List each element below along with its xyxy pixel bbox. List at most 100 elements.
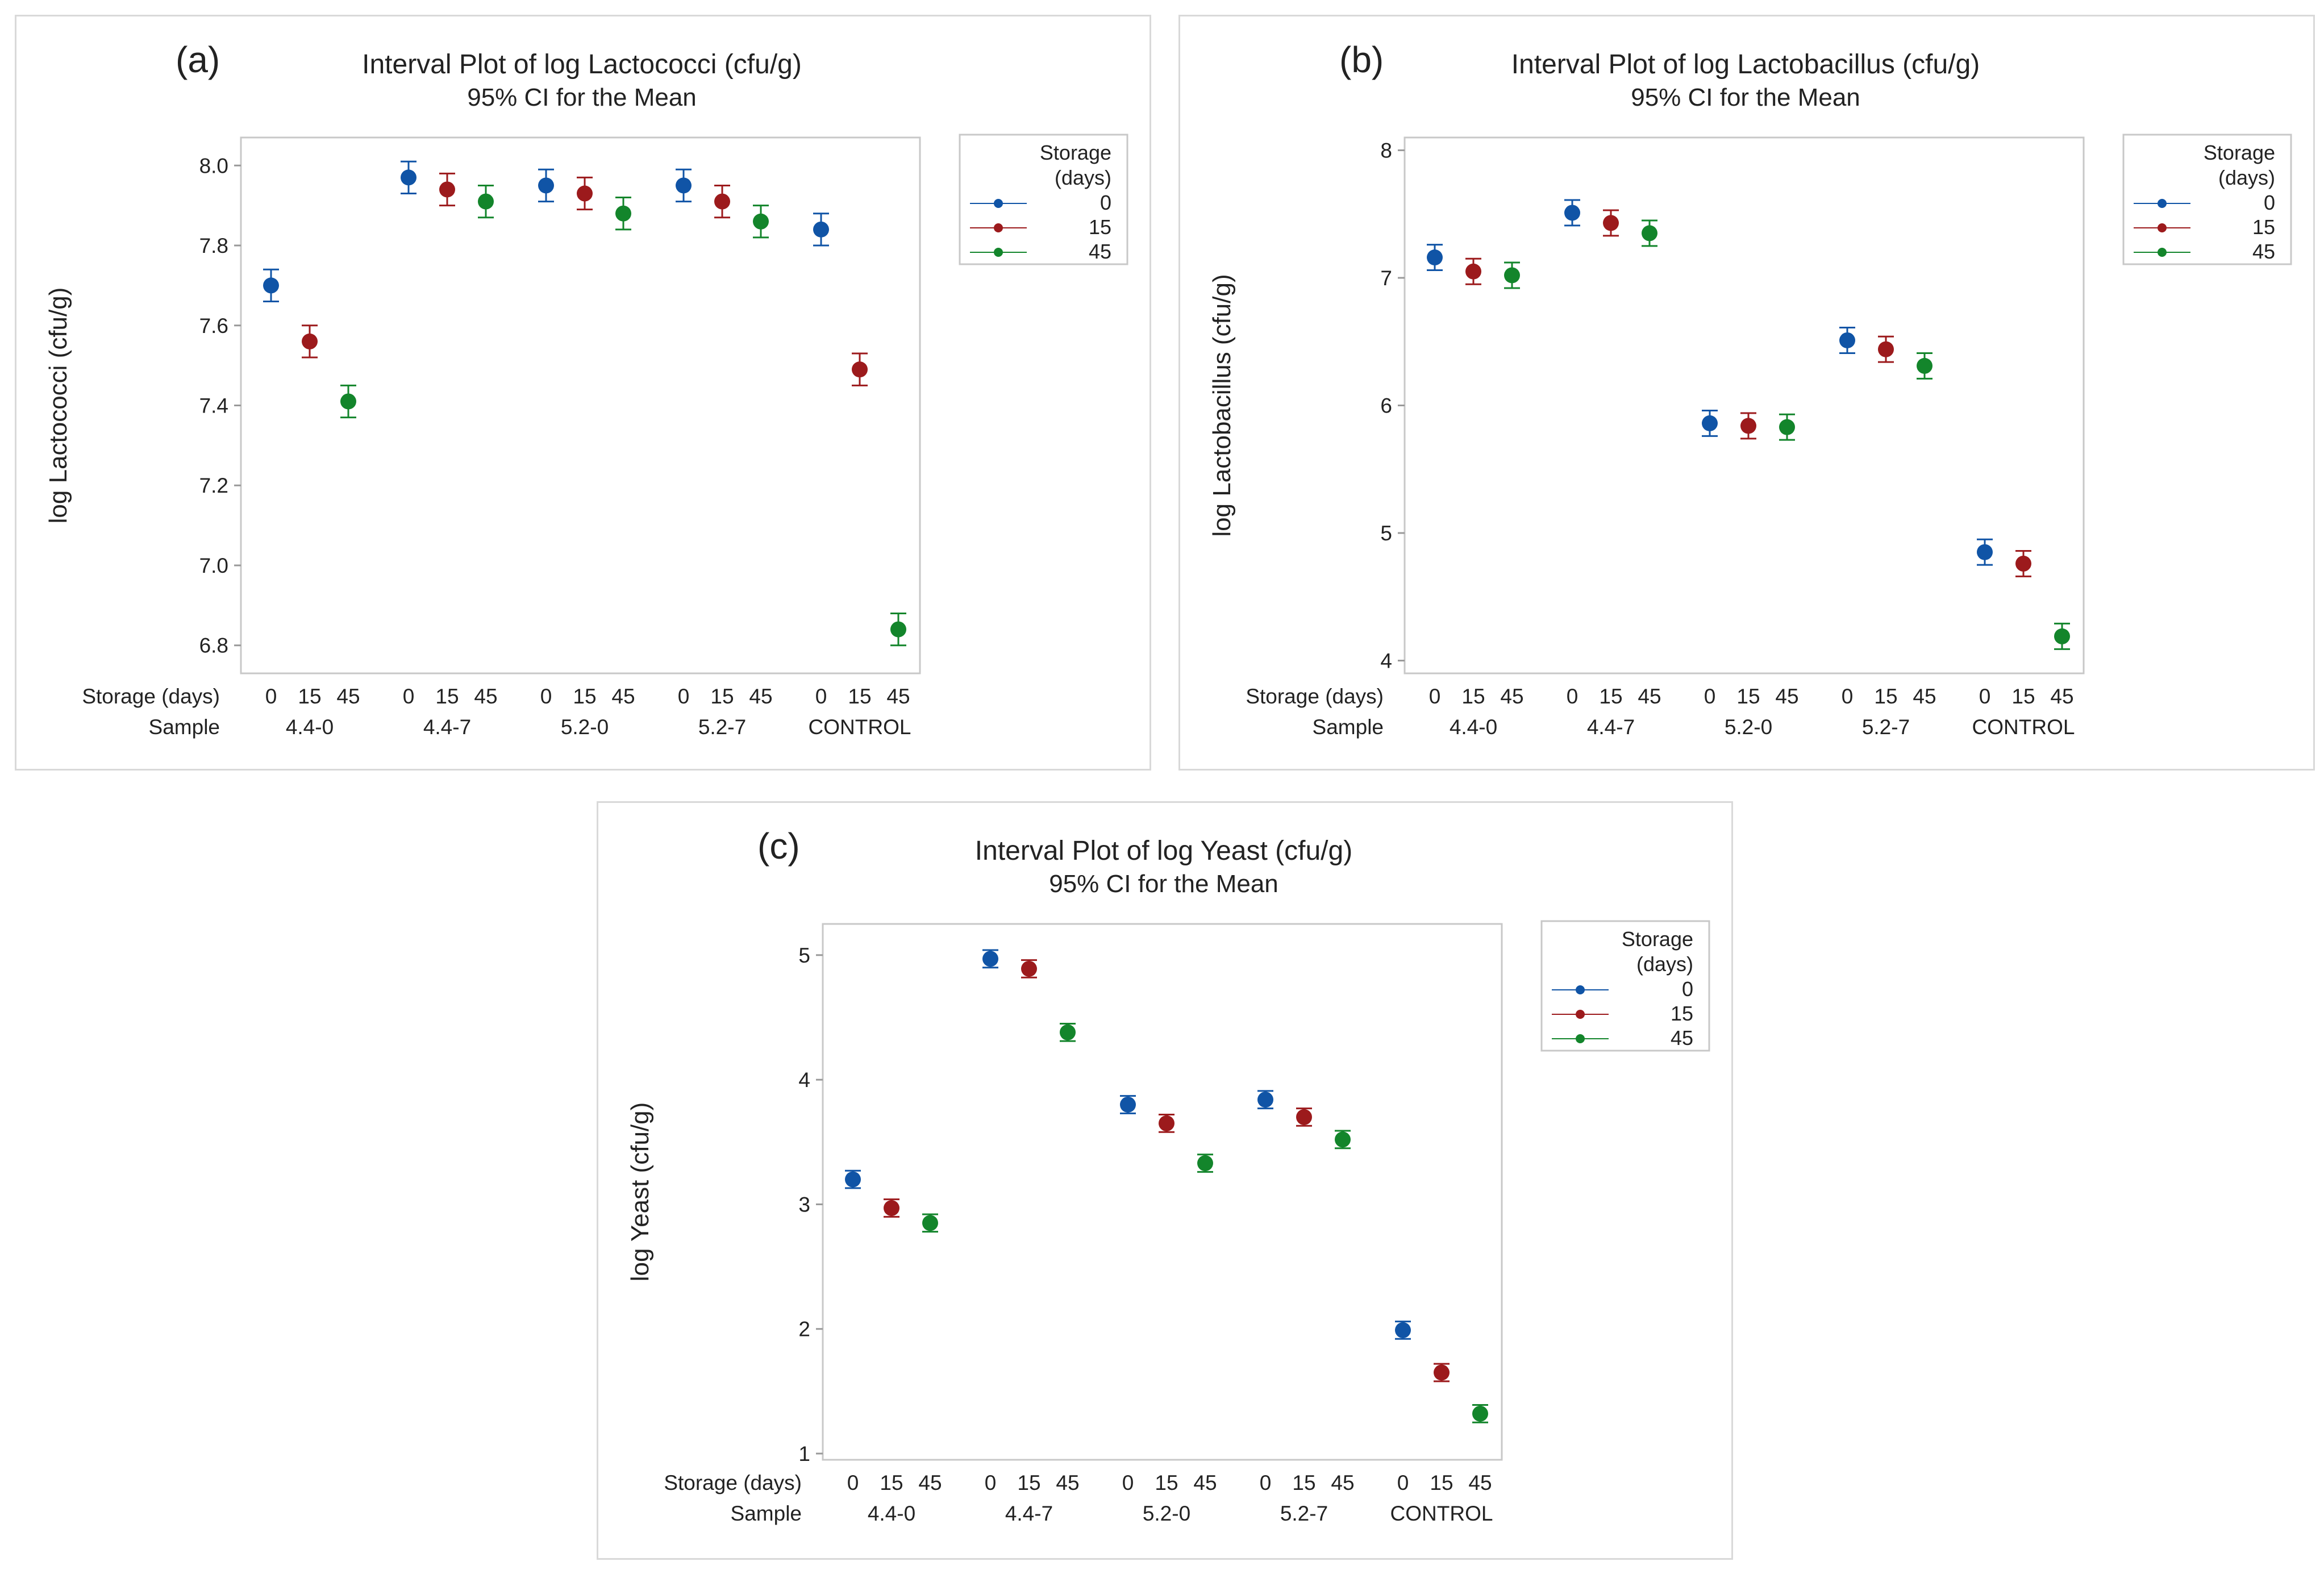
mean-point [577,185,593,202]
legend-title: Storage [1622,927,1693,951]
mean-point [852,361,868,378]
legend-entry-label: 45 [2252,240,2275,263]
y-tick-label: 7.2 [199,474,228,497]
legend-swatch-marker [1576,1010,1585,1019]
x-row-label-sample: Sample [731,1502,802,1525]
mean-point [1434,1364,1450,1381]
x-tick-label-storage: 15 [1461,685,1485,708]
mean-point [1740,418,1756,434]
x-tick-label-storage: 15 [880,1471,903,1494]
legend-swatch-marker [1576,985,1585,994]
x-tick-label-storage: 0 [847,1471,859,1494]
mean-point [1642,225,1657,241]
mean-point [1296,1109,1312,1125]
legend-box [959,134,1128,265]
chart-subtitle: 95% CI for the Mean [467,84,697,111]
x-tick-label-storage: 15 [1599,685,1622,708]
x-row-label-storage: Storage (days) [1246,685,1384,708]
x-tick-label-storage: 45 [611,685,635,708]
x-tick-label-sample: 5.2-0 [561,715,609,739]
legend-swatch-marker [994,223,1003,232]
mean-point [615,205,631,222]
mean-point [401,169,417,186]
legend-swatch-marker [2158,223,2167,232]
x-tick-label-storage: 0 [678,685,690,708]
x-tick-label-storage: 0 [1567,685,1579,708]
mean-point [340,393,356,410]
x-tick-label-storage: 15 [1017,1471,1040,1494]
x-tick-label-storage: 45 [1193,1471,1217,1494]
interval-plot-lactobacillus: (b) Interval Plot of log Lactobacillus (c… [1208,39,2292,739]
mean-point [676,177,692,194]
x-tick-label-storage: 0 [1704,685,1716,708]
x-tick-label-sample: 4.4-7 [1587,715,1635,739]
x-tick-label-storage: 45 [1500,685,1523,708]
chart-panel-a: (a) Interval Plot of log Lactococci (cfu/… [15,15,1151,771]
y-tick-label: 7.4 [199,394,228,418]
x-tick-label-sample: CONTROL [1972,715,2075,739]
mean-point [982,951,998,967]
x-tick-label-storage: 0 [1122,1471,1134,1494]
x-tick-label-storage: 45 [336,685,360,708]
x-tick-label-storage: 45 [1056,1471,1079,1494]
x-tick-label-storage: 45 [1468,1471,1492,1494]
x-tick-label-storage: 0 [265,685,277,708]
interval-plot-lactococci: (a) Interval Plot of log Lactococci (cfu/… [44,39,1128,739]
chart-panel-c: (c) Interval Plot of log Yeast (cfu/g) 95%… [597,801,1733,1560]
x-tick-label-storage: 0 [1260,1471,1272,1494]
mean-point [1977,544,1993,560]
chart-subtitle: 95% CI for the Mean [1049,870,1278,898]
mean-point [1060,1024,1076,1040]
x-tick-label-storage: 0 [540,685,552,708]
x-tick-label-sample: 5.2-7 [698,715,746,739]
x-tick-label-sample: 5.2-7 [1280,1502,1328,1525]
mean-point [1564,205,1580,221]
legend-title: (days) [1636,952,1693,976]
mean-point [813,221,829,238]
x-tick-label-storage: 15 [298,685,321,708]
x-tick-label-storage: 15 [1874,685,1897,708]
x-tick-label-storage: 15 [1430,1471,1453,1494]
x-tick-label-storage: 45 [2050,685,2073,708]
mean-point [1603,215,1619,231]
legend-title: (days) [2218,166,2275,189]
mean-point [1257,1092,1273,1108]
x-tick-label-storage: 45 [1638,685,1661,708]
mean-point [1395,1322,1411,1338]
y-axis-label: log Lactococci (cfu/g) [44,288,72,524]
x-tick-label-sample: 4.4-0 [286,715,334,739]
x-tick-label-storage: 45 [1331,1471,1354,1494]
chart-title: Interval Plot of log Lactobacillus (cfu/… [1511,49,1980,80]
mean-point [2054,628,2070,644]
legend-entry-label: 0 [2264,191,2275,214]
legend-swatch-marker [1576,1034,1585,1043]
x-tick-label-storage: 15 [1292,1471,1315,1494]
legend-entry-label: 0 [1100,191,1111,214]
mean-point [1779,419,1795,435]
interval-plot-yeast: (c) Interval Plot of log Yeast (cfu/g) 95%… [626,826,1710,1525]
y-tick-label: 5 [1380,522,1392,545]
mean-point [1702,415,1718,431]
y-tick-label: 6.8 [199,634,228,657]
mean-point [1197,1155,1213,1172]
legend-entry-label: 15 [1089,215,1111,239]
legend-entry-label: 15 [2252,215,2275,239]
x-tick-label-sample: 4.4-7 [423,715,471,739]
mean-point [1878,341,1894,357]
x-tick-label-storage: 0 [815,685,827,708]
legend-title: (days) [1055,166,1111,189]
mean-point [1472,1405,1488,1422]
x-tick-label-sample: CONTROL [1390,1502,1493,1525]
mean-point [1159,1115,1175,1131]
x-tick-label-storage: 45 [886,685,910,708]
y-tick-label: 8 [1380,139,1392,162]
y-tick-label: 4 [1380,649,1392,673]
x-tick-label-storage: 0 [1397,1471,1409,1494]
mean-point [1021,960,1037,977]
mean-point [2015,555,2031,572]
legend-box [2122,134,2292,265]
mean-point [845,1171,861,1188]
legend-box [1540,920,1710,1052]
x-tick-label-sample: 4.4-7 [1005,1502,1053,1525]
mean-point [1465,263,1481,280]
